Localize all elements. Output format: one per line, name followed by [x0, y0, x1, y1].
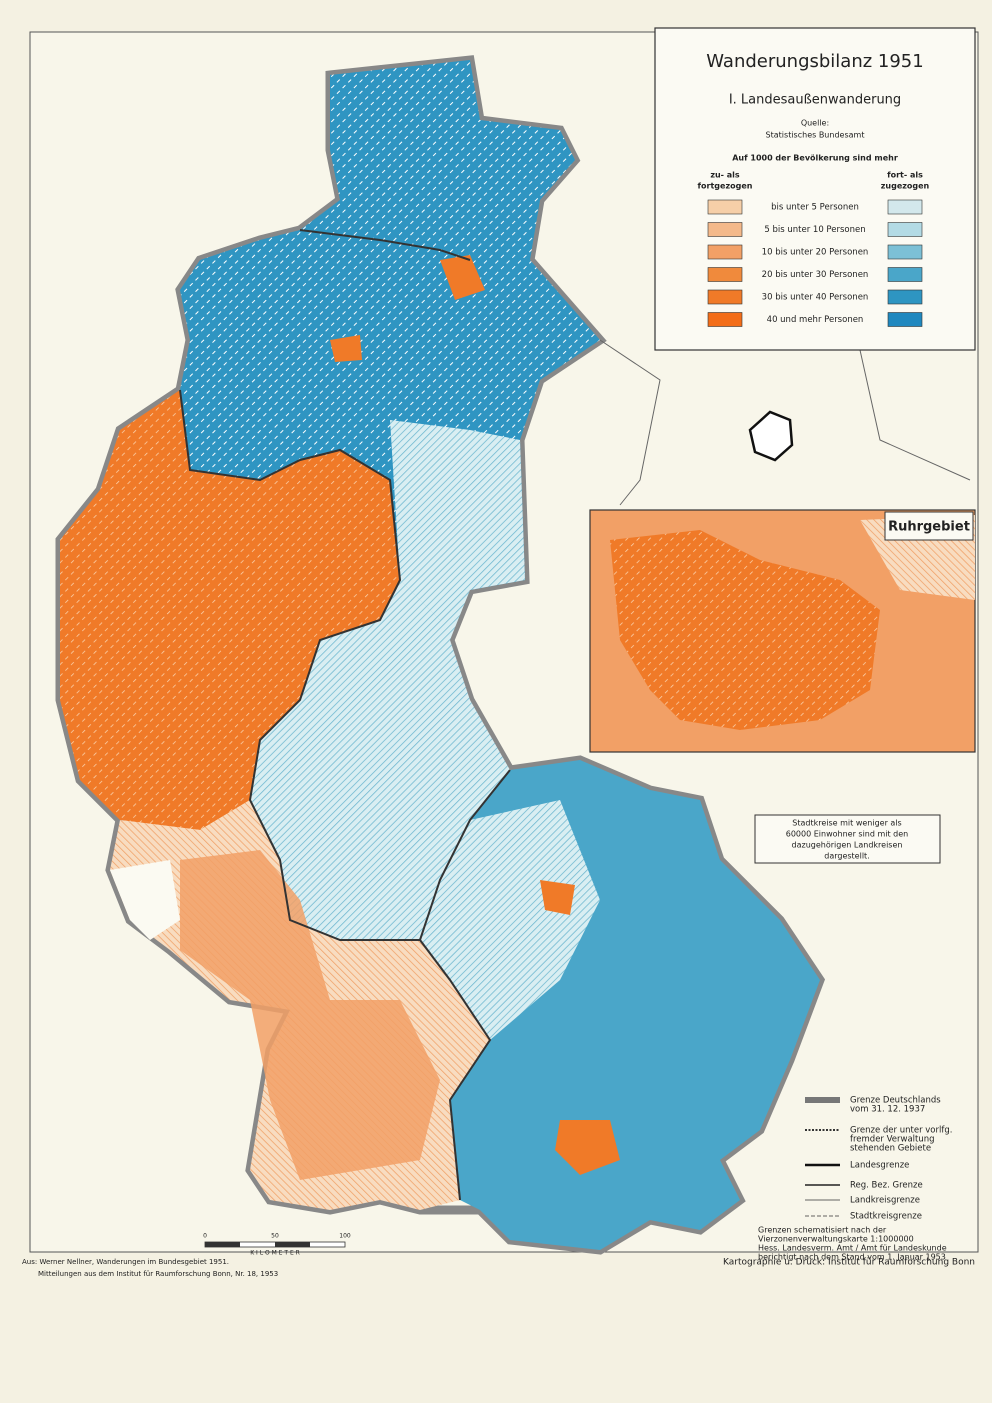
scale-tick: 50	[271, 1233, 279, 1240]
notes-line: berichtigt nach dem Stand vom 1. Januar …	[758, 1253, 946, 1262]
scale-tick: 100	[339, 1233, 351, 1240]
legend-swatch-right	[887, 312, 923, 327]
legend-left-heading: zu- als	[710, 171, 740, 180]
legend-swatch-right	[887, 267, 923, 282]
legend-right-heading: fort- als	[887, 171, 923, 180]
note: Stadtkreise mit weniger als 60000 Einwohn…	[786, 819, 909, 861]
legend-label: 10 bis unter 20 Personen	[762, 248, 869, 258]
note-line: dazugehörigen Landkreisen	[792, 841, 903, 850]
hamburg	[440, 255, 485, 300]
munich	[555, 1120, 620, 1175]
line-legend-label: Grenze Deutschlands	[850, 1096, 941, 1106]
legend-swatch-right	[887, 222, 923, 237]
source: Statistisches Bundesamt	[766, 131, 865, 140]
line-legend-label: fremder Verwaltung	[850, 1135, 935, 1145]
saar	[110, 860, 180, 940]
state-border	[419, 939, 492, 1201]
inset-label-box	[884, 511, 974, 541]
scale-bar-seg	[205, 1242, 240, 1247]
legend-label: 20 bis unter 30 Personen	[762, 270, 869, 280]
west-region	[60, 390, 400, 830]
legend-left-heading: fortgezogen	[698, 182, 753, 191]
berlin	[748, 410, 794, 462]
legend-swatch-right	[887, 289, 923, 305]
legend-swatch-left	[707, 267, 743, 282]
south-west-core	[180, 850, 440, 1180]
line-legend-label: Landkreisgrenze	[850, 1196, 920, 1206]
state-border	[299, 229, 471, 261]
source-label: Quelle:	[801, 119, 829, 128]
note-line: dargestellt.	[824, 852, 869, 861]
printer: Kartographie u. Druck: Institut für Raum…	[723, 1258, 975, 1268]
scale-unit: K I L O M E T E R	[250, 1250, 300, 1257]
notes-line: Vierzonenverwaltungskarte 1:1000000	[758, 1235, 914, 1244]
notes-line: Hess. Landesverm. Amt / Amt für Landesku…	[758, 1244, 947, 1253]
neighbour-border	[599, 339, 971, 506]
citation: Aus: Werner Nellner, Wanderungen im Bund…	[22, 1258, 229, 1266]
inset-title: Ruhrgebiet	[888, 520, 970, 535]
middle-region	[250, 580, 510, 940]
legend-swatch-left	[707, 244, 743, 260]
legend-right-heading: zugezogen	[881, 182, 930, 191]
line-legend-label: vom 31. 12. 1937	[850, 1105, 925, 1115]
line-legend-label: Reg. Bez. Grenze	[850, 1181, 923, 1191]
line-legend-label: Stadtkreisgrenze	[850, 1212, 922, 1222]
legend-swatch-left	[707, 222, 743, 237]
legend: zu- als fortgezogen fort- als zugezogen bis …	[698, 171, 930, 327]
citation: Mitteilungen aus dem Institut für Raumfo…	[38, 1270, 278, 1278]
legend-swatch-left	[707, 312, 743, 327]
lower-saxony-south	[390, 420, 525, 620]
inset-core	[610, 530, 880, 730]
legend-swatch-left	[707, 199, 743, 215]
notes: Grenzen schematisiert nach derVierzonenv…	[758, 1226, 947, 1262]
legend-swatch-right	[887, 244, 923, 260]
legend-label: 40 und mehr Personen	[767, 315, 864, 325]
note-line: 60000 Einwohner sind mit den	[786, 830, 909, 839]
legend-swatch-left	[707, 289, 743, 305]
legend-label: 5 bis unter 10 Personen	[764, 225, 865, 235]
subtitle: I. Landesaußenwanderung	[729, 93, 901, 108]
legend-label: bis unter 5 Personen	[771, 203, 859, 213]
scale-tick: 0	[203, 1233, 207, 1240]
legend-swatch-right	[887, 199, 923, 215]
scale-bar-seg	[275, 1242, 310, 1247]
line-legend-label: stehenden Gebiete	[850, 1144, 931, 1154]
legend-label: 30 bis unter 40 Personen	[762, 293, 869, 303]
note-line: Stadtkreise mit weniger als	[792, 819, 901, 828]
title: Wanderungsbilanz 1951	[706, 51, 923, 72]
nuremberg	[540, 880, 575, 915]
line-legend-label: Grenze der unter vorlfg.	[850, 1126, 952, 1136]
bremen	[330, 335, 362, 362]
legend-heading: Auf 1000 der Bevölkerung sind mehr	[732, 154, 898, 163]
line-legend-label: Landesgrenze	[850, 1161, 909, 1171]
note-box	[754, 814, 941, 864]
notes-line: Grenzen schematisiert nach der	[758, 1226, 887, 1235]
franconia	[420, 800, 600, 1040]
